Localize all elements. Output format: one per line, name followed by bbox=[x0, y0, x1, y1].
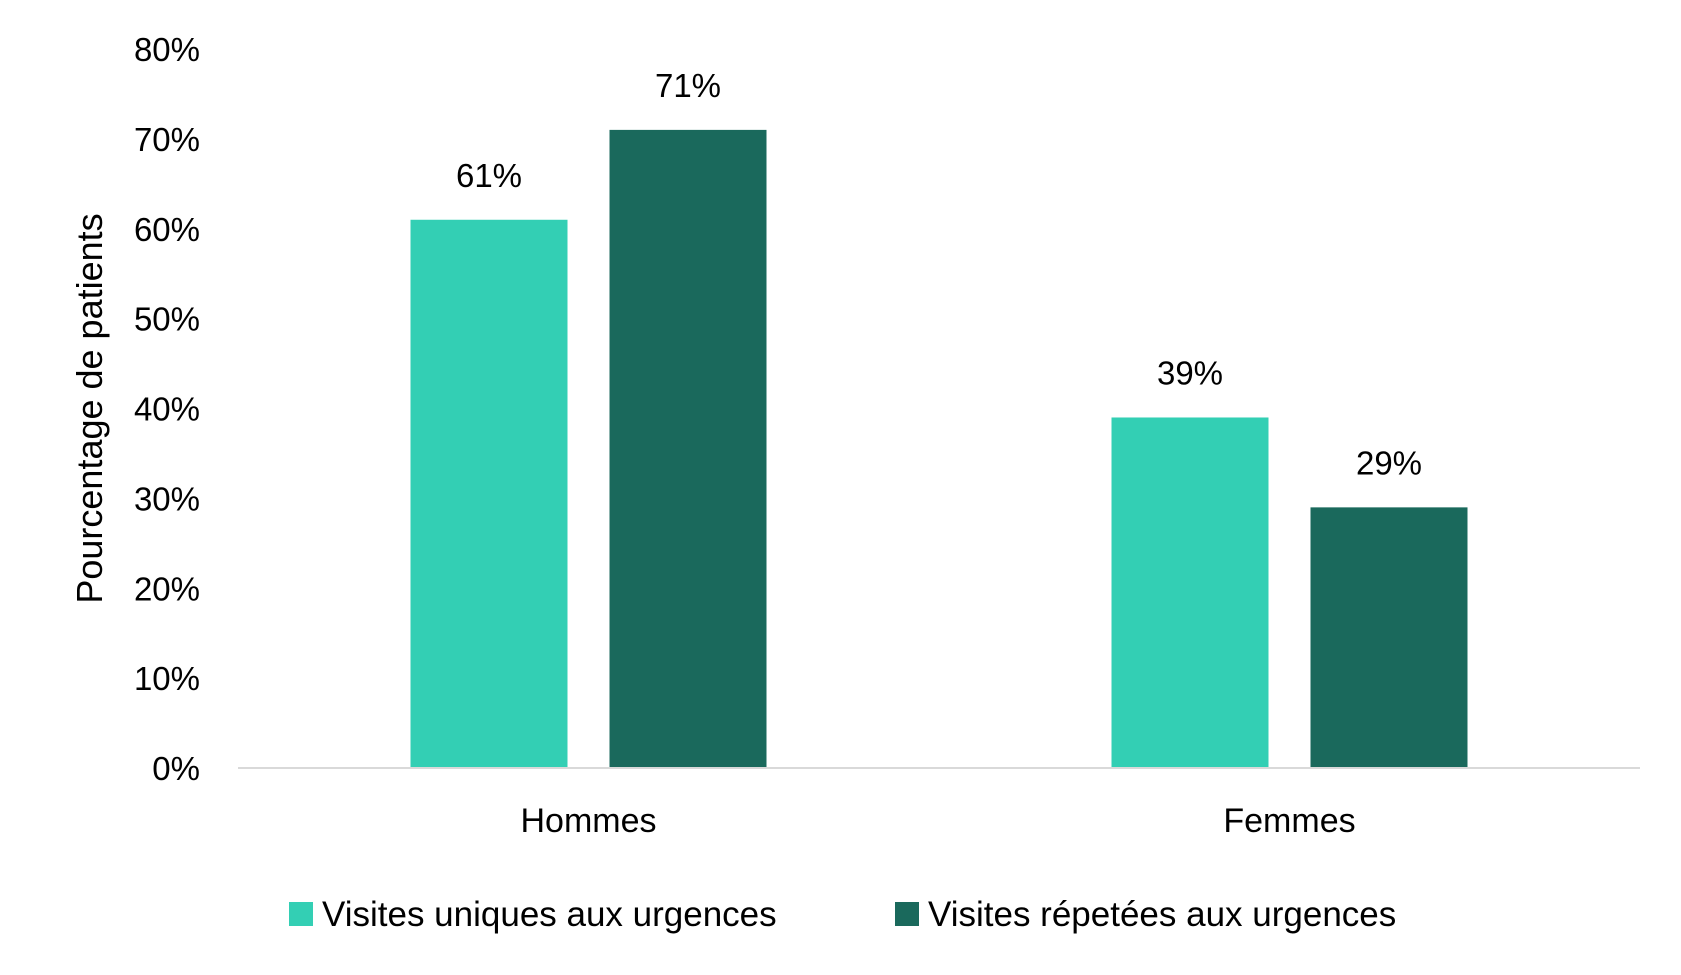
y-tick-label: 80% bbox=[134, 31, 200, 68]
y-tick-label: 50% bbox=[134, 301, 200, 338]
bar-hommes-series-0 bbox=[410, 219, 568, 768]
legend-label: Visites uniques aux urgences bbox=[322, 895, 777, 934]
category-labels: Hommes Femmes bbox=[520, 802, 1355, 840]
data-label: 39% bbox=[1157, 354, 1223, 391]
bar-femmes-series-0 bbox=[1111, 417, 1269, 768]
y-tick-label: 60% bbox=[134, 211, 200, 248]
y-tick-label: 0% bbox=[152, 750, 200, 787]
data-label: 29% bbox=[1356, 444, 1422, 481]
legend-swatch bbox=[895, 902, 919, 926]
y-tick-label: 20% bbox=[134, 570, 200, 607]
category-label: Hommes bbox=[520, 802, 656, 840]
category-label: Femmes bbox=[1223, 802, 1355, 840]
data-label: 61% bbox=[456, 157, 522, 194]
bars bbox=[410, 129, 1468, 768]
y-axis-title-group: Pourcentage de patients bbox=[69, 213, 110, 603]
bar-femmes-series-1 bbox=[1310, 507, 1468, 768]
y-tick-label: 30% bbox=[134, 480, 200, 517]
bar-hommes-series-1 bbox=[609, 129, 767, 768]
y-tick-label: 10% bbox=[134, 660, 200, 697]
y-tick-label: 40% bbox=[134, 391, 200, 428]
y-tick-label: 70% bbox=[134, 121, 200, 158]
y-axis-ticks: 0% 10% 20% 30% 40% 50% 60% 70% 80% bbox=[134, 31, 200, 787]
legend-swatch bbox=[289, 902, 313, 926]
legend-label: Visites répetées aux urgences bbox=[928, 895, 1396, 934]
data-labels: 61% 71% 39% 29% bbox=[456, 67, 1422, 481]
data-label: 71% bbox=[655, 67, 721, 104]
legend: Visites uniques aux urgences Visites répe… bbox=[289, 895, 1396, 934]
y-axis-title: Pourcentage de patients bbox=[69, 213, 110, 603]
